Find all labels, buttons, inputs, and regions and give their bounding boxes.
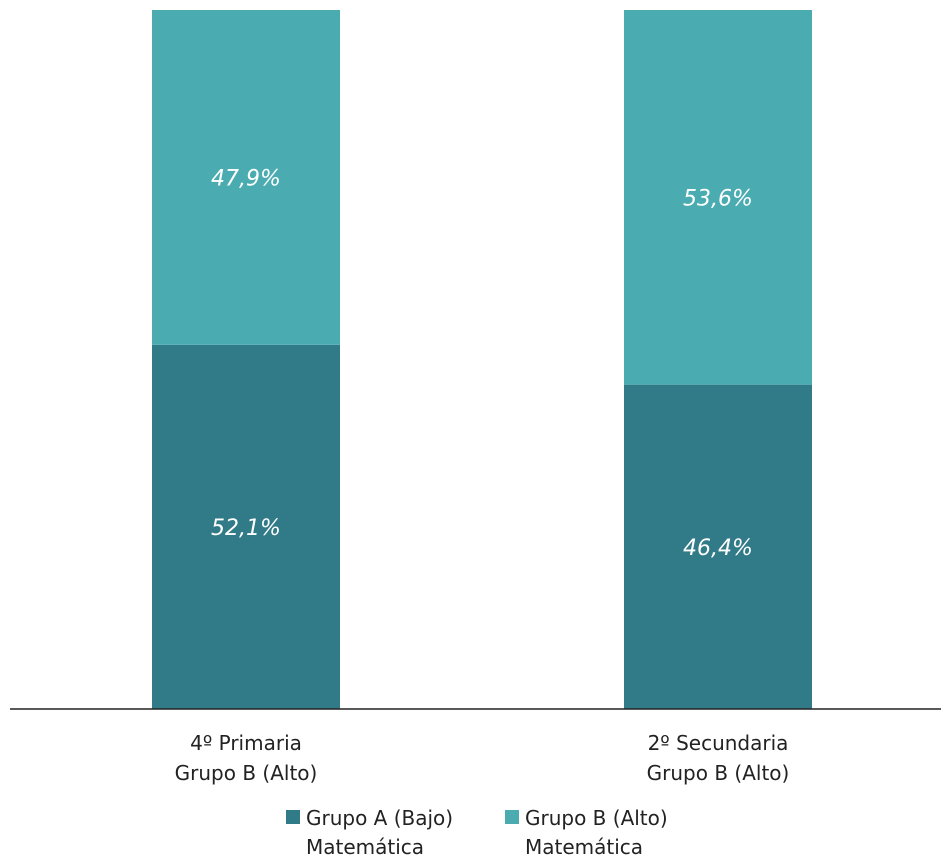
bars-group: 52,1% 47,9% 46,4% 53,6%: [152, 10, 812, 709]
category-label-1-1: Grupo B (Alto): [647, 761, 790, 785]
data-label-1-0: 46,4%: [683, 536, 753, 561]
category-label-0-0: 4º Primaria: [190, 731, 302, 755]
legend-swatch-0: [286, 810, 300, 824]
bar-segment-1-1: [624, 10, 812, 385]
legend-label-1-0: Grupo B (Alto): [525, 806, 668, 830]
category-labels: 4º Primaria Grupo B (Alto) 2º Secundaria Gr…: [175, 731, 790, 785]
category-label-1-0: 2º Secundaria: [648, 731, 789, 755]
category-label-0-1: Grupo B (Alto): [175, 761, 318, 785]
legend-label-0-0: Grupo A (Bajo): [306, 806, 453, 830]
legend-swatch-1: [505, 810, 519, 824]
data-label-0-1: 47,9%: [211, 166, 281, 191]
bar-segment-1-0: [624, 384, 812, 709]
legend: Grupo A (Bajo) Matemática Grupo B (Alto) Ma…: [286, 806, 668, 859]
bar-segment-0-1: [152, 10, 340, 345]
bar-segment-0-0: [152, 344, 340, 709]
legend-label-1-1: Matemática: [525, 835, 643, 859]
data-label-1-1: 53,6%: [683, 186, 753, 211]
legend-label-0-1: Matemática: [306, 835, 424, 859]
data-label-0-0: 52,1%: [211, 516, 281, 541]
